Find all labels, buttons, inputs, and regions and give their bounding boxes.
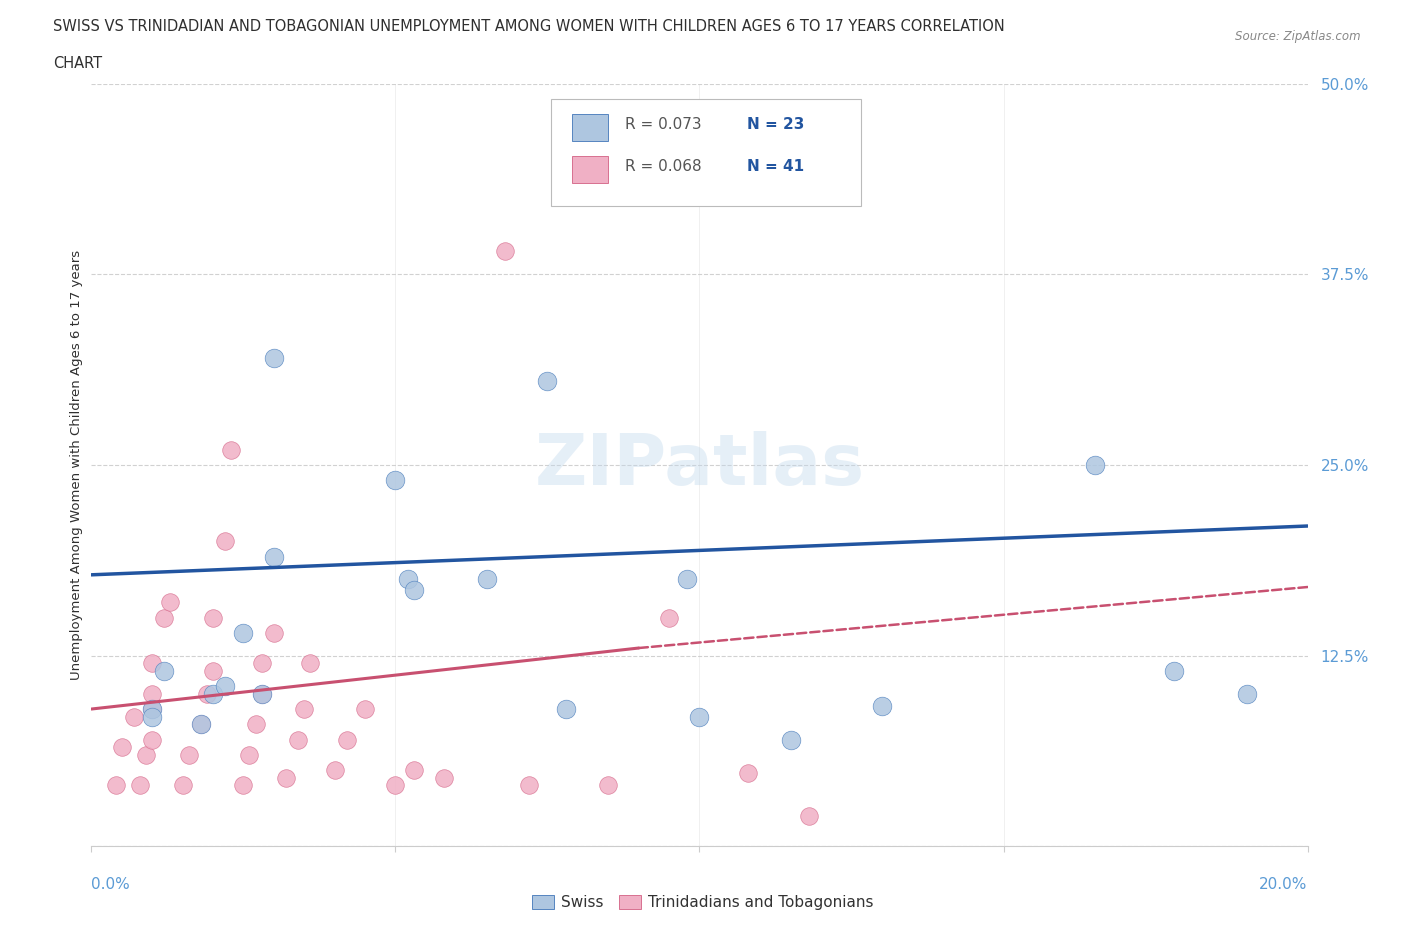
Point: [122, 710, 145, 724]
Text: CHART: CHART: [53, 56, 103, 71]
Text: 20.0%: 20.0%: [1260, 877, 1308, 892]
Point: [141, 656, 163, 671]
Point: [202, 663, 225, 678]
Point: [214, 534, 236, 549]
Point: [141, 701, 163, 716]
Point: [797, 808, 820, 823]
Point: [433, 770, 456, 785]
Point: [172, 777, 194, 792]
Point: [245, 717, 267, 732]
Point: [250, 656, 273, 671]
Point: [870, 698, 893, 713]
Text: R = 0.073: R = 0.073: [626, 116, 702, 132]
Point: [177, 748, 200, 763]
Point: [153, 610, 176, 625]
Point: [323, 763, 346, 777]
Point: [135, 748, 157, 763]
Point: [202, 686, 225, 701]
Text: R = 0.068: R = 0.068: [626, 158, 702, 174]
Text: N = 41: N = 41: [747, 158, 804, 174]
Point: [287, 732, 309, 747]
FancyBboxPatch shape: [572, 114, 609, 141]
Point: [676, 572, 699, 587]
Point: [517, 777, 540, 792]
Point: [274, 770, 297, 785]
Point: [779, 732, 801, 747]
Point: [402, 763, 425, 777]
Point: [554, 701, 576, 716]
Point: [475, 572, 498, 587]
Point: [1084, 458, 1107, 472]
Point: [141, 732, 163, 747]
FancyBboxPatch shape: [551, 99, 862, 206]
Point: [737, 183, 759, 198]
Point: [384, 777, 406, 792]
Point: [737, 765, 759, 780]
Text: ZIPatlas: ZIPatlas: [534, 431, 865, 499]
Point: [141, 710, 163, 724]
Point: [336, 732, 359, 747]
Point: [263, 351, 285, 365]
Point: [159, 595, 181, 610]
Point: [263, 625, 285, 640]
Point: [1163, 663, 1185, 678]
Point: [141, 701, 163, 716]
Point: [1236, 686, 1258, 701]
FancyBboxPatch shape: [572, 156, 609, 183]
Point: [396, 572, 419, 587]
Y-axis label: Unemployment Among Women with Children Ages 6 to 17 years: Unemployment Among Women with Children A…: [70, 250, 83, 680]
Point: [658, 610, 681, 625]
Point: [195, 686, 218, 701]
Point: [299, 656, 322, 671]
Point: [536, 374, 558, 389]
Point: [494, 244, 516, 259]
Point: [598, 777, 620, 792]
Point: [250, 686, 273, 701]
Point: [292, 701, 315, 716]
Point: [190, 717, 212, 732]
Text: N = 23: N = 23: [747, 116, 804, 132]
Point: [219, 443, 242, 458]
Point: [141, 686, 163, 701]
Point: [190, 717, 212, 732]
Point: [238, 748, 260, 763]
Point: [232, 777, 254, 792]
Point: [688, 710, 710, 724]
Point: [202, 610, 225, 625]
Point: [232, 625, 254, 640]
Point: [384, 472, 406, 487]
Point: [214, 679, 236, 694]
Point: [104, 777, 127, 792]
Legend: Swiss, Trinidadians and Tobagonians: Swiss, Trinidadians and Tobagonians: [527, 890, 879, 915]
Point: [263, 549, 285, 564]
Text: SWISS VS TRINIDADIAN AND TOBAGONIAN UNEMPLOYMENT AMONG WOMEN WITH CHILDREN AGES : SWISS VS TRINIDADIAN AND TOBAGONIAN UNEM…: [53, 19, 1005, 33]
Point: [129, 777, 152, 792]
Point: [250, 686, 273, 701]
Text: Source: ZipAtlas.com: Source: ZipAtlas.com: [1236, 30, 1361, 43]
Point: [153, 663, 176, 678]
Point: [402, 582, 425, 597]
Point: [354, 701, 377, 716]
Text: 0.0%: 0.0%: [91, 877, 131, 892]
Point: [111, 739, 134, 754]
